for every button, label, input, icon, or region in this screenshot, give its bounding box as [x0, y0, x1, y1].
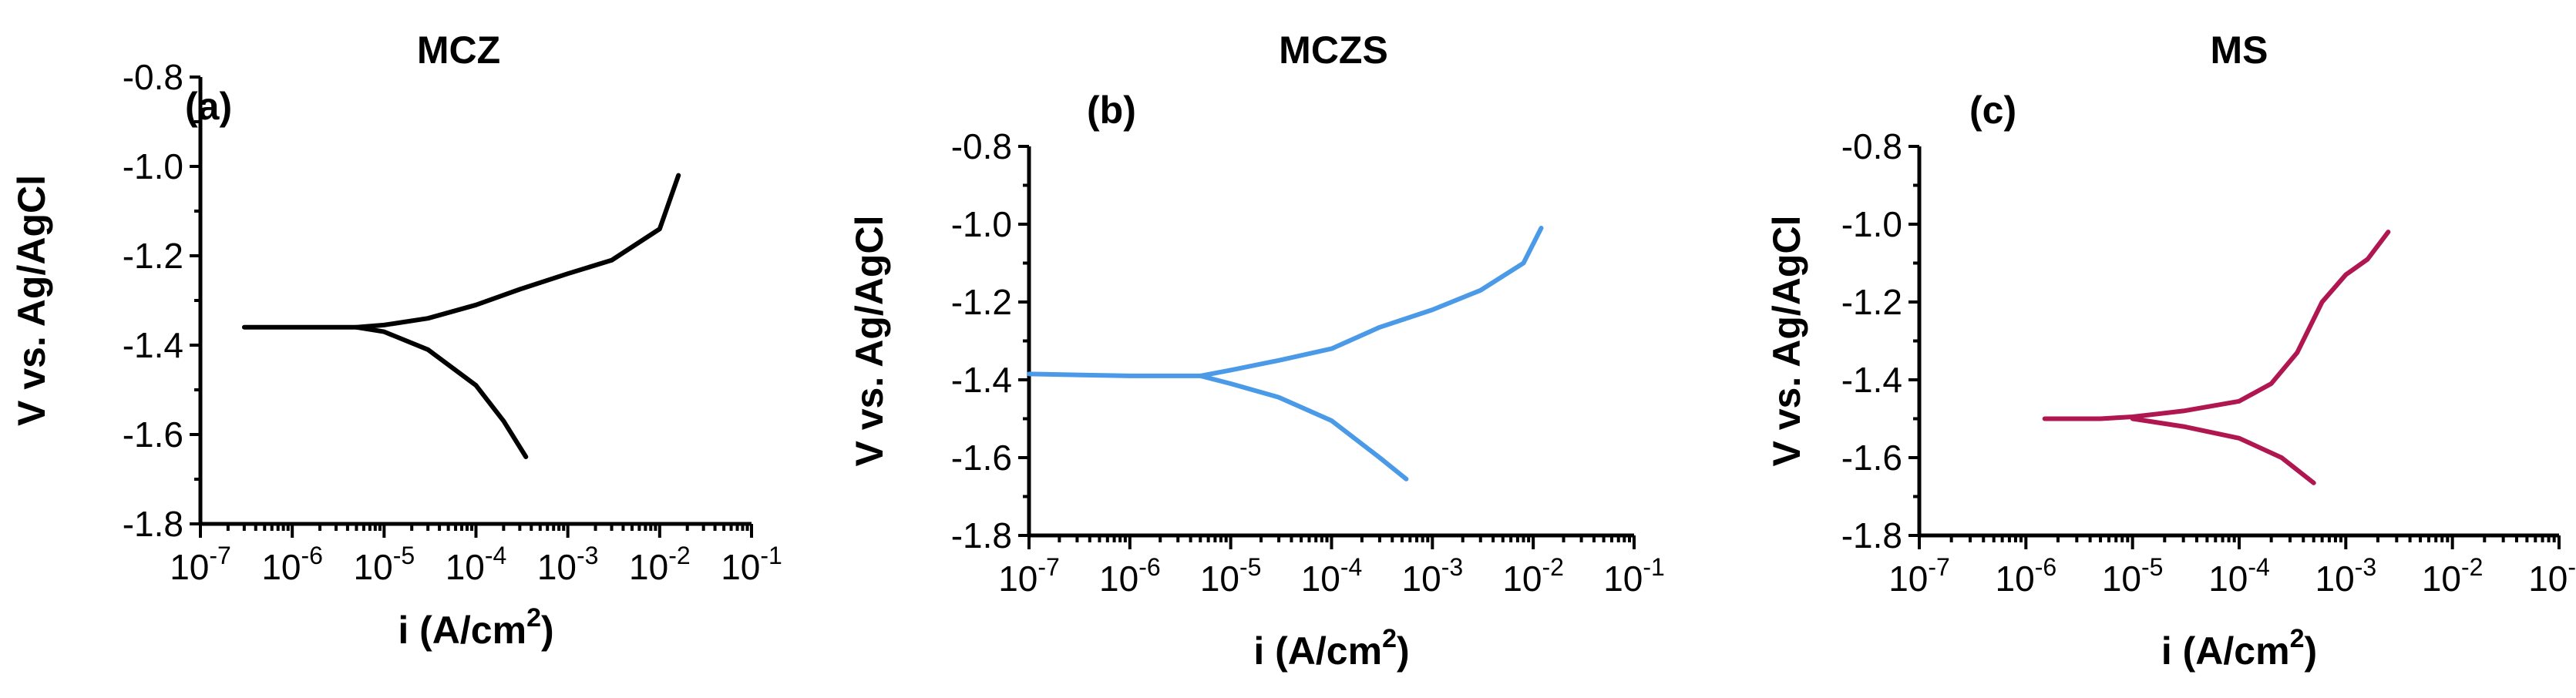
y-tick-label: -0.8: [1841, 126, 1902, 166]
x-tick-label: 10-3: [537, 542, 599, 587]
y-tick-label: -1.6: [951, 438, 1012, 478]
x-tick-label: 10-7: [1888, 553, 1950, 599]
y-tick-label: -1.8: [123, 504, 183, 544]
x-axis-label: i (A/cm2): [2161, 624, 2317, 673]
x-tick-label: 10-5: [1200, 553, 1262, 599]
y-tick-label: -1.2: [123, 236, 183, 276]
y-axis-label: V vs. Ag/AgCl: [10, 175, 53, 426]
x-tick-label: 10-3: [2315, 553, 2377, 599]
y-tick-label: -1.8: [1841, 515, 1902, 555]
x-tick-label: 10-7: [170, 542, 231, 587]
chart-panel-3: MS (c) -0.8 -1.0 -1.2 -1.4 -1.6 -1.810-7 10-6 10-…: [1765, 29, 2576, 673]
panel-label: (c): [1969, 89, 2016, 132]
x-axis-label: i (A/cm2): [398, 603, 553, 652]
x-tick-label: 10-1: [2528, 553, 2576, 599]
y-tick-label: -0.8: [123, 57, 183, 97]
chart-panel-2: MCZS (b) -0.8 -1.0 -1.2 -1.4 -1.6 -1.810-7 10-6 1…: [848, 29, 1665, 673]
chart-title: MCZ: [417, 29, 500, 72]
x-tick-label: 10-2: [1502, 553, 1564, 599]
x-axis-label: i (A/cm2): [1253, 624, 1409, 673]
x-tick-label: 10-1: [721, 542, 782, 587]
x-tick-label: 10-7: [998, 553, 1060, 599]
y-tick-label: -0.8: [951, 126, 1012, 166]
chart-title: MS: [2211, 29, 2268, 72]
x-tick-label: 10-2: [629, 542, 691, 587]
curve-anodic-branch: [1027, 226, 1544, 378]
x-tick-label: 10-5: [2102, 553, 2164, 599]
y-tick-label: -1.0: [123, 146, 183, 186]
y-tick-label: -1.0: [951, 204, 1012, 244]
y-tick-label: -1.4: [951, 360, 1012, 400]
curve-anodic-branch: [241, 173, 681, 330]
curve-cathodic-branch: [1198, 373, 1409, 482]
x-tick-label: 10-4: [446, 542, 507, 587]
x-tick-label: 10-2: [2422, 553, 2484, 599]
y-tick-label: -1.8: [951, 515, 1012, 555]
y-axis-label: V vs. Ag/AgCl: [1765, 216, 1808, 467]
x-tick-label: 10-6: [1996, 553, 2057, 599]
y-tick-label: -1.4: [123, 325, 183, 365]
x-tick-label: 10-5: [354, 542, 415, 587]
y-tick-label: -1.2: [951, 282, 1012, 322]
x-tick-label: 10-3: [1402, 553, 1464, 599]
curve-cathodic-branch: [2130, 416, 2316, 485]
x-tick-label: 10-1: [1603, 553, 1665, 599]
panel-label: (b): [1087, 89, 1136, 132]
curve-anodic-branch: [2042, 230, 2391, 421]
x-tick-label: 10-6: [261, 542, 323, 587]
panel-label: (a): [185, 85, 232, 128]
y-tick-label: -1.6: [123, 414, 183, 455]
y-axis-label: V vs. Ag/AgCl: [848, 216, 891, 467]
y-tick-label: -1.6: [1841, 438, 1902, 478]
y-tick-label: -1.0: [1841, 204, 1902, 244]
y-tick-label: -1.2: [1841, 282, 1902, 322]
chart-title: MCZS: [1279, 29, 1388, 72]
chart-panel-1: MCZ (a)-0.8 -1.0 -1.2 -1.4 -1.6 -1.810-7 10-6 10…: [10, 29, 782, 652]
x-tick-label: 10-4: [2208, 553, 2270, 599]
y-tick-label: -1.4: [1841, 360, 1902, 400]
x-tick-label: 10-4: [1301, 553, 1363, 599]
x-tick-label: 10-6: [1099, 553, 1161, 599]
curve-cathodic-branch: [354, 324, 529, 459]
